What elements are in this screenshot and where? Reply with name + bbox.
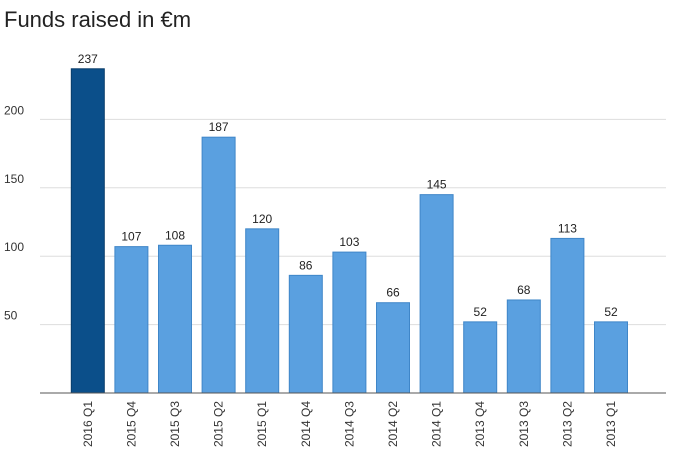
x-tick-label-2014-q1: 2014 Q1 (430, 401, 444, 447)
x-tick-label-2013-q1: 2013 Q1 (604, 401, 618, 447)
bar-2014-q2 (376, 302, 410, 394)
bar-2014-q4 (288, 274, 323, 394)
data-label-2016-q1: 237 (78, 52, 98, 66)
y-tick-label-200: 200 (4, 103, 24, 117)
data-label-2013-q1: 52 (604, 305, 618, 319)
bar-2013-q4 (463, 321, 498, 394)
x-tick-label-2014-q4: 2014 Q4 (299, 401, 313, 447)
data-label-2015-q2: 187 (209, 120, 229, 134)
bar-2015-q1 (245, 228, 280, 394)
x-tick-label-2013-q2: 2013 Q2 (560, 401, 574, 447)
y-tick-label-50: 50 (4, 309, 18, 323)
data-label-2014-q1: 145 (427, 178, 447, 192)
x-tick-label-2015-q1: 2015 Q1 (255, 401, 269, 447)
data-label-2014-q2: 66 (386, 286, 400, 300)
x-axis-category-labels: 2016 Q1 2015 Q4 2015 Q3 2015 Q2 2015 Q1 2014 … (81, 401, 618, 447)
x-tick-label-2014-q3: 2014 Q3 (342, 401, 356, 447)
bar-2015-q4 (114, 246, 149, 394)
data-label-2015-q1: 120 (252, 212, 272, 226)
data-label-2014-q3: 103 (339, 235, 359, 249)
y-tick-label-150: 150 (4, 172, 24, 186)
x-tick-label-2016-q1: 2016 Q1 (81, 401, 95, 447)
data-label-2014-q4: 86 (299, 258, 313, 272)
bar-2013-q3 (506, 299, 541, 394)
bar-2014-q3 (332, 251, 367, 394)
chart-title: Funds raised in €m (4, 7, 191, 32)
x-tick-label-2015-q4: 2015 Q4 (124, 401, 138, 447)
bar-2014-q1 (419, 194, 454, 394)
bars (70, 68, 628, 394)
bar-2015-q3 (158, 244, 192, 394)
y-axis-tick-labels: 50 100 150 200 (4, 103, 24, 322)
x-tick-label-2014-q2: 2014 Q2 (386, 401, 400, 447)
data-label-2015-q4: 107 (121, 230, 141, 244)
x-tick-label-2015-q2: 2015 Q2 (212, 401, 226, 447)
data-label-2013-q3: 68 (517, 283, 531, 297)
bar-2013-q2 (550, 237, 585, 394)
data-labels: 237 107 108 187 120 86 103 66 145 52 68 113 52 (78, 52, 618, 319)
x-tick-label-2015-q3: 2015 Q3 (168, 401, 182, 447)
bar-2013-q1 (594, 321, 628, 394)
data-label-2013-q4: 52 (474, 305, 488, 319)
x-tick-label-2013-q4: 2013 Q4 (473, 401, 487, 447)
data-label-2013-q2: 113 (558, 221, 577, 235)
bar-2015-q2 (201, 136, 236, 394)
x-tick-label-2013-q3: 2013 Q3 (517, 401, 531, 447)
bar-2016-q1 (70, 68, 105, 394)
data-label-2015-q3: 108 (165, 228, 185, 242)
y-tick-label-100: 100 (4, 240, 24, 254)
